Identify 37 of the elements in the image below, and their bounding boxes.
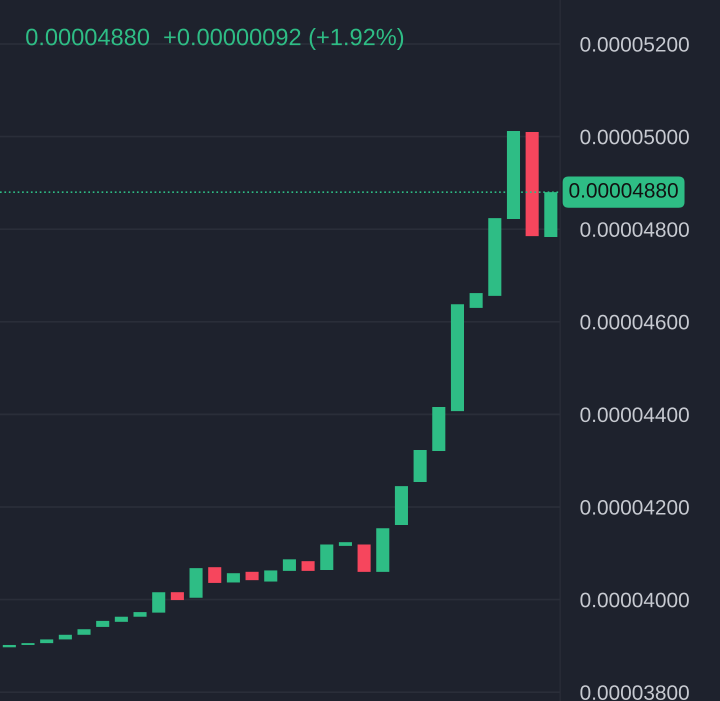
- candlestick: [450, 304, 464, 412]
- candlestick: [320, 544, 334, 570]
- candlestick: [338, 542, 352, 546]
- candlestick: [526, 132, 539, 236]
- candlestick: [302, 561, 315, 571]
- candlestick: [246, 572, 259, 580]
- candlestick: [77, 629, 91, 635]
- candlestick: [58, 634, 72, 640]
- candlestick: [394, 486, 408, 526]
- candlestick: [226, 573, 240, 582]
- y-tick-label: 0.00004000: [580, 592, 689, 608]
- ref-line-label: 0.00004880: [569, 182, 678, 198]
- y-tick-label: 0.00004800: [580, 222, 689, 237]
- candlestick: [282, 559, 296, 571]
- candlestick: [96, 620, 110, 627]
- candlestick: [470, 293, 483, 308]
- candlestick: [488, 218, 502, 296]
- candlestick: [114, 616, 128, 622]
- candlestick: [134, 612, 147, 617]
- candlestick: [264, 570, 278, 582]
- candlestick: [2, 644, 16, 648]
- candlestick: [376, 528, 390, 572]
- candlestick: [152, 592, 166, 613]
- candlestick: [190, 568, 203, 598]
- y-tick-label: 0.00004600: [580, 314, 689, 330]
- candlestick: [414, 450, 427, 482]
- candlestick: [208, 567, 222, 583]
- y-tick-label: 0.00003800: [580, 685, 689, 700]
- y-tick-label: 0.00004200: [580, 500, 689, 515]
- candlestick: [358, 544, 371, 572]
- candlestick: [170, 592, 184, 600]
- y-tick-label: 0.00005000: [580, 130, 689, 144]
- y-tick-label: 0.00005200: [580, 36, 689, 52]
- candlestick: [432, 406, 446, 451]
- candlestick: [40, 639, 54, 644]
- text: 0.00004880 +0.00000092 (+1.92%): [26, 28, 404, 50]
- y-tick-label: 0.00004400: [580, 407, 689, 422]
